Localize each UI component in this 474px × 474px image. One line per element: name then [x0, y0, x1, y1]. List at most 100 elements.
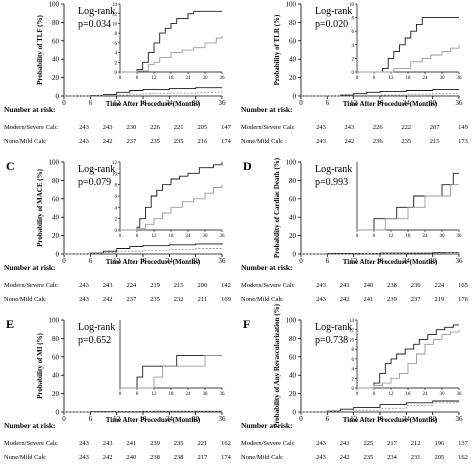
inset-x-tick-label: 0 — [119, 392, 122, 397]
inset-y-tick-label: 12 — [112, 13, 118, 18]
at-risk-title: Number at risk: — [4, 105, 56, 114]
at-risk-title: Number at risk: — [241, 105, 293, 114]
x-tick-label: 30 — [429, 415, 437, 423]
inset-x-tick-label: 24 — [186, 234, 192, 239]
at-risk-value: 224 — [434, 282, 445, 289]
at-risk-value: 217 — [197, 454, 208, 461]
y-tick-label: 80 — [52, 335, 60, 343]
x-tick-label: 24 — [403, 415, 411, 423]
inset-km-curve-1 — [357, 17, 459, 73]
y-tick-label: 20 — [289, 232, 297, 240]
x-tick-label: 6 — [326, 257, 330, 265]
y-tick-label: 40 — [289, 56, 297, 64]
p-value: p=0.020 — [315, 19, 348, 30]
y-axis-label: Probability of Cardiac Death (%) — [273, 157, 281, 258]
y-tick-label: 20 — [289, 390, 297, 398]
at-risk-value: 224 — [126, 282, 137, 289]
inset-x-tick-label: 0 — [119, 76, 122, 81]
at-risk-value: 235 — [174, 440, 184, 447]
panel-label: D — [243, 159, 252, 173]
inset-x-tick-label: 6 — [373, 76, 376, 81]
at-risk-value: 196 — [434, 440, 445, 447]
at-risk-title: Number at risk: — [4, 263, 56, 272]
x-tick-label: 6 — [89, 99, 93, 107]
at-risk-value: 237 — [126, 138, 137, 145]
inset-x-tick-label: 0 — [356, 76, 359, 81]
at-risk-value: 212 — [411, 440, 421, 447]
at-risk-value: 222 — [401, 124, 411, 131]
at-risk-value: 173 — [458, 138, 468, 145]
y-tick-label: 80 — [52, 19, 60, 27]
inset-y-tick-label: 8 — [115, 184, 118, 189]
at-risk-value: 235 — [150, 296, 160, 303]
at-risk-row-label: None/Mild Calc — [241, 296, 283, 303]
inset-x-tick-label: 30 — [440, 76, 446, 81]
log-rank-label: Log-rank — [315, 322, 352, 333]
p-value: p=0.034 — [78, 19, 111, 30]
at-risk-value: 235 — [401, 138, 411, 145]
log-rank-label: Log-rank — [315, 6, 352, 17]
at-risk-value: 142 — [221, 282, 231, 289]
at-risk-value: 242 — [340, 296, 350, 303]
y-tick-label: 80 — [289, 19, 297, 27]
inset-km-curve-1 — [357, 324, 459, 389]
at-risk-value: 169 — [221, 296, 231, 303]
inset-plot: 0 6 12 18 24 30 36 — [119, 320, 225, 397]
x-tick-label: 30 — [429, 257, 437, 265]
inset-x-tick-label: 18 — [169, 234, 175, 239]
inset-x-tick-label: 12 — [152, 76, 158, 81]
inset-x-tick-label: 30 — [203, 76, 209, 81]
at-risk-value: 239 — [150, 440, 160, 447]
y-tick-label: 0 — [293, 93, 297, 101]
at-risk-value: 243 — [79, 138, 89, 145]
at-risk-value: 231 — [411, 454, 421, 461]
at-risk-value: 174 — [221, 454, 232, 461]
inset-y-tick-label: 0 — [115, 71, 118, 76]
inset-y-tick-label: 8 — [352, 348, 355, 353]
x-tick-label: 24 — [166, 257, 174, 265]
inset-x-tick-label: 36 — [220, 234, 226, 239]
at-risk-value: 237 — [126, 296, 137, 303]
at-risk-value: 230 — [126, 124, 136, 131]
inset-km-curve-2 — [120, 184, 223, 231]
x-tick-label: 30 — [192, 257, 200, 265]
inset-y-tick-label: 6 — [115, 195, 118, 200]
at-risk-value: 238 — [387, 282, 397, 289]
at-risk-value: 243 — [316, 138, 326, 145]
inset-y-tick-label: 4 — [115, 52, 118, 57]
at-risk-value: 243 — [79, 440, 89, 447]
at-risk-value: 243 — [79, 296, 89, 303]
at-risk-value: 205 — [434, 454, 444, 461]
inset-x-tick-label: 24 — [423, 392, 429, 397]
y-axis-label: Probability of Any Revascularization (%) — [273, 303, 281, 428]
at-risk-row-label: None/Mild Calc — [4, 454, 46, 461]
y-tick-label: 100 — [286, 1, 297, 9]
x-axis-label: Time After Procedure (Months) — [343, 100, 438, 108]
inset-x-tick-label: 30 — [203, 392, 209, 397]
at-risk-value: 207 — [430, 124, 441, 131]
at-risk-value: 162 — [458, 454, 468, 461]
panel-label: E — [6, 317, 14, 331]
y-tick-label: 60 — [289, 37, 297, 45]
inset-x-tick-label: 24 — [186, 392, 192, 397]
at-risk-value: 236 — [411, 282, 422, 289]
x-tick-label: 24 — [403, 257, 411, 265]
at-risk-row-label: Modern/Severe Calc — [4, 440, 58, 447]
y-tick-label: 80 — [52, 177, 60, 185]
y-tick-label: 0 — [293, 409, 297, 417]
y-axis-label: Probability of TLR (%) — [273, 14, 281, 85]
y-tick-label: 60 — [52, 37, 60, 45]
x-tick-label: 30 — [192, 415, 200, 423]
p-value: p=0.738 — [315, 335, 348, 346]
at-risk-value: 147 — [221, 124, 232, 131]
at-risk-value: 238 — [174, 454, 184, 461]
at-risk-value: 243 — [316, 440, 326, 447]
km-curve-1 — [64, 87, 222, 97]
at-risk-value: 243 — [79, 454, 89, 461]
inset-km-curve-2 — [357, 184, 459, 231]
inset-x-tick-label: 0 — [356, 234, 359, 239]
